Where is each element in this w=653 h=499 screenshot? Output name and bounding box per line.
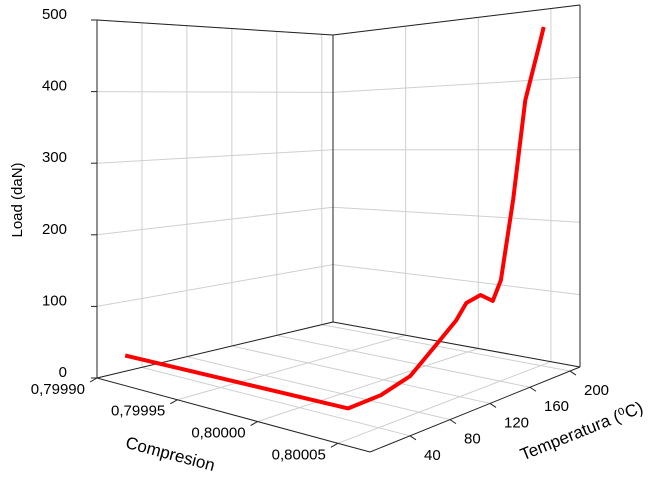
grid-line <box>276 334 531 388</box>
y-tick-label: 120 <box>504 414 529 431</box>
z-tick-label: 200 <box>42 221 67 238</box>
x-tick <box>330 442 339 448</box>
x-tick <box>170 399 178 405</box>
x-tick-label: 0,79995 <box>111 403 165 420</box>
grid-line <box>257 347 479 423</box>
grid-line <box>96 91 334 93</box>
axis-edge <box>369 366 581 453</box>
grid-line <box>337 361 552 444</box>
x-tick <box>89 377 98 383</box>
x-tick <box>250 421 258 426</box>
grid-line <box>96 206 334 236</box>
z-tick-label: 500 <box>42 6 67 23</box>
data-line <box>124 26 546 411</box>
axis-edge <box>332 4 581 36</box>
grid-line <box>231 345 491 404</box>
grid-line <box>96 149 334 164</box>
y-axis-title: Temperatura (⁰C) <box>518 398 646 465</box>
y-tick-label: 40 <box>424 447 441 464</box>
y-tick <box>489 403 497 408</box>
grid-line <box>332 264 581 296</box>
y-tick <box>409 435 417 441</box>
grid-line <box>177 334 406 401</box>
grid-line <box>141 366 411 437</box>
axis-edge <box>332 321 581 368</box>
z-tick-label: 0 <box>59 364 67 381</box>
z-tick-label: 300 <box>42 149 67 166</box>
x-tick-label: 0,79990 <box>31 381 85 398</box>
y-tick-label: 160 <box>544 398 569 415</box>
z-axis-title: Load (daN) <box>9 162 26 237</box>
grid-line <box>321 324 571 372</box>
x-tick-label: 0,80005 <box>272 446 326 463</box>
axis-edge <box>96 19 334 36</box>
z-tick-label: 400 <box>42 78 67 95</box>
grid-line <box>332 76 581 93</box>
y-tick-label: 80 <box>464 431 481 448</box>
y-tick <box>449 419 457 425</box>
axis-edge <box>96 321 334 379</box>
grid-line <box>96 264 334 307</box>
axis-edge <box>96 377 371 453</box>
z-tick-label: 100 <box>42 292 67 309</box>
y-tick-label: 200 <box>584 382 609 399</box>
grid-line <box>186 356 451 421</box>
grid-line <box>332 206 581 223</box>
x-tick-label: 0,80000 <box>191 424 245 441</box>
y-tick <box>569 370 577 376</box>
y-tick <box>529 386 537 392</box>
